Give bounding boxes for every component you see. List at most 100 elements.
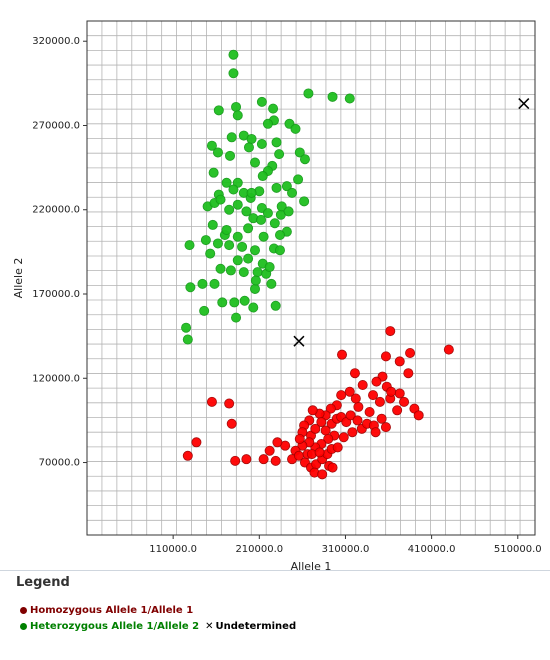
heterozygous-allele-1-allele-2-point: [281, 181, 292, 192]
heterozygous-allele-1-allele-2-point: [287, 187, 298, 198]
x-tick-label: 410000.0: [408, 544, 456, 555]
heterozygous-allele-1-allele-2-point: [303, 88, 314, 99]
heterozygous-allele-1-allele-2-point: [241, 206, 252, 217]
y-tick-label: 120000.0: [32, 373, 80, 384]
heterozygous-allele-1-allele-2-point: [262, 208, 273, 219]
heterozygous-allele-1-allele-2-point: [327, 91, 338, 102]
homozygous-allele-1-allele-1-point: [272, 437, 283, 448]
homozygous-allele-1-allele-1-point: [264, 445, 275, 456]
homozygous-allele-1-allele-1-point: [347, 427, 358, 438]
homozygous-allele-1-allele-1-point: [386, 386, 397, 397]
homozygous-allele-1-allele-1-point: [226, 418, 237, 429]
legend-label-undetermined: Undetermined: [215, 621, 297, 632]
heterozygous-allele-1-allele-2-point: [257, 171, 268, 182]
homozygous-allele-1-allele-1-point: [344, 386, 355, 397]
y-tick-label: 70000.0: [39, 458, 80, 469]
heterozygous-allele-1-allele-2-point: [221, 177, 232, 188]
heterozygous-allele-1-allele-2-point: [228, 68, 239, 79]
homozygous-allele-1-allele-1-point: [371, 376, 382, 387]
heterozygous-allele-1-allele-2-point: [184, 240, 195, 251]
legend-label-heterozygous: Heterozygous Allele 1/Allele 2: [30, 621, 200, 632]
homozygous-allele-1-allele-1-point: [399, 396, 410, 407]
heterozygous-allele-1-allele-2-point: [205, 248, 216, 259]
heterozygous-allele-1-allele-2-point: [213, 105, 224, 116]
heterozygous-allele-1-allele-2-point: [283, 206, 294, 217]
homozygous-allele-1-allele-1-point: [307, 405, 318, 416]
undetermined-marker-stroke: [293, 335, 305, 347]
heterozygous-allele-1-allele-2-point: [276, 201, 287, 212]
heterozygous-allele-1-allele-2-point: [256, 139, 267, 150]
heterozygous-allele-1-allele-2-point: [274, 245, 285, 256]
heterozygous-allele-1-allele-2-point: [228, 49, 239, 60]
heterozygous-allele-1-allele-2-point: [243, 142, 254, 153]
scatter-plot: 110000.0 210000.0 310000.0 410000.0 510000.0…: [12, 20, 542, 570]
heterozygous-allele-1-allele-2-point: [294, 147, 305, 158]
homozygous-allele-1-allele-1-point: [350, 393, 361, 404]
legend-panel: Legend Homozygous Allele 1/Allele 1 Hete…: [0, 570, 550, 660]
homozygous-allele-1-allele-1-point: [230, 455, 241, 466]
heterozygous-allele-1-allele-2-point: [209, 278, 220, 289]
heterozygous-allele-1-allele-2-point: [269, 218, 280, 229]
heterozygous-allele-1-allele-2-point: [206, 140, 217, 151]
heterozygous-allele-1-allele-2-point: [228, 184, 239, 195]
homozygous-allele-1-allele-1-point: [270, 455, 281, 466]
heterozygous-allele-1-allele-2-point: [290, 123, 301, 134]
homozygous-allele-1-allele-1-point: [191, 437, 202, 448]
homozygous-allele-1-allele-1-point: [353, 401, 364, 412]
heterozygous-allele-1-allele-2-point: [199, 305, 210, 316]
plot-frame: [86, 20, 536, 536]
undetermined-marker: [518, 98, 530, 110]
heterozygous-allele-1-allele-2-point: [232, 231, 243, 242]
heterozygous-allele-1-allele-2-point: [252, 267, 263, 278]
homozygous-allele-1-allele-1-point: [380, 351, 391, 362]
homozygous-allele-1-allele-1-point: [374, 396, 385, 407]
homozygous-allele-1-allele-1-point: [338, 432, 349, 443]
heterozygous-allele-1-allele-2-point: [248, 302, 259, 313]
y-tick-label: 320000.0: [32, 36, 80, 47]
homozygous-allele-1-allele-1-point: [394, 388, 405, 399]
homozygous-allele-1-allele-1-point: [314, 447, 325, 458]
x-tick-label: 210000.0: [235, 544, 283, 555]
homozygous-allele-1-allele-1-point: [224, 398, 235, 409]
y-tick-label: 170000.0: [32, 289, 80, 300]
heterozygous-allele-1-allele-2-point: [215, 194, 226, 205]
homozygous-allele-1-allele-1-point: [376, 413, 387, 424]
heterozygous-allele-1-allele-2-point: [212, 238, 223, 249]
heterozygous-allele-1-allele-2-point: [231, 312, 242, 323]
homozygous-allele-1-allele-1-point: [403, 368, 414, 379]
heterozygous-allele-1-allele-2-point: [181, 322, 192, 333]
heterozygous-allele-1-allele-2-point: [274, 149, 285, 160]
heterozygous-allele-1-allele-2-point: [208, 167, 219, 178]
heterozygous-allele-1-allele-2-point: [221, 224, 232, 235]
legend-item-heterozygous: Heterozygous Allele 1/Allele 2 ✕ Undetermi…: [20, 621, 296, 632]
x-tick-label: 310000.0: [322, 544, 370, 555]
heterozygous-allele-1-allele-2-point: [256, 214, 267, 225]
homozygous-allele-1-allele-1-point: [337, 349, 348, 360]
homozygous-allele-1-allele-1-point: [392, 405, 403, 416]
heterozygous-allele-1-allele-2-point: [243, 253, 254, 264]
heterozygous-allele-1-allele-2-point: [225, 265, 236, 276]
homozygous-allele-1-allele-1-point: [336, 390, 347, 401]
heterozygous-allele-1-allele-2-point: [249, 157, 260, 168]
homozygous-allele-1-allele-1-point: [352, 415, 363, 426]
y-tick-label: 220000.0: [32, 205, 80, 216]
legend-label-homozygous: Homozygous Allele 1/Allele 1: [30, 605, 194, 616]
green-dot-icon: [20, 622, 27, 630]
homozygous-allele-1-allele-1-point: [182, 450, 193, 461]
homozygous-allele-1-allele-1-point: [368, 390, 379, 401]
heterozygous-allele-1-allele-2-point: [293, 174, 304, 185]
heterozygous-allele-1-allele-2-point: [200, 235, 211, 246]
homozygous-allele-1-allele-1-point: [357, 380, 368, 391]
heterozygous-allele-1-allele-2-point: [258, 231, 269, 242]
heterozygous-allele-1-allele-2-point: [182, 334, 193, 345]
homozygous-allele-1-allele-1-point: [349, 368, 360, 379]
homozygous-allele-1-allele-1-point: [380, 422, 391, 433]
heterozygous-allele-1-allele-2-point: [215, 263, 226, 274]
legend-item-homozygous: Homozygous Allele 1/Allele 1: [20, 605, 193, 616]
heterozygous-allele-1-allele-2-point: [270, 300, 281, 311]
heterozygous-allele-1-allele-2-point: [249, 283, 260, 294]
heterozygous-allele-1-allele-2-point: [207, 219, 218, 230]
homozygous-allele-1-allele-1-point: [405, 347, 416, 358]
dark-red-dot-icon: [20, 606, 27, 614]
homozygous-allele-1-allele-1-point: [323, 433, 334, 444]
